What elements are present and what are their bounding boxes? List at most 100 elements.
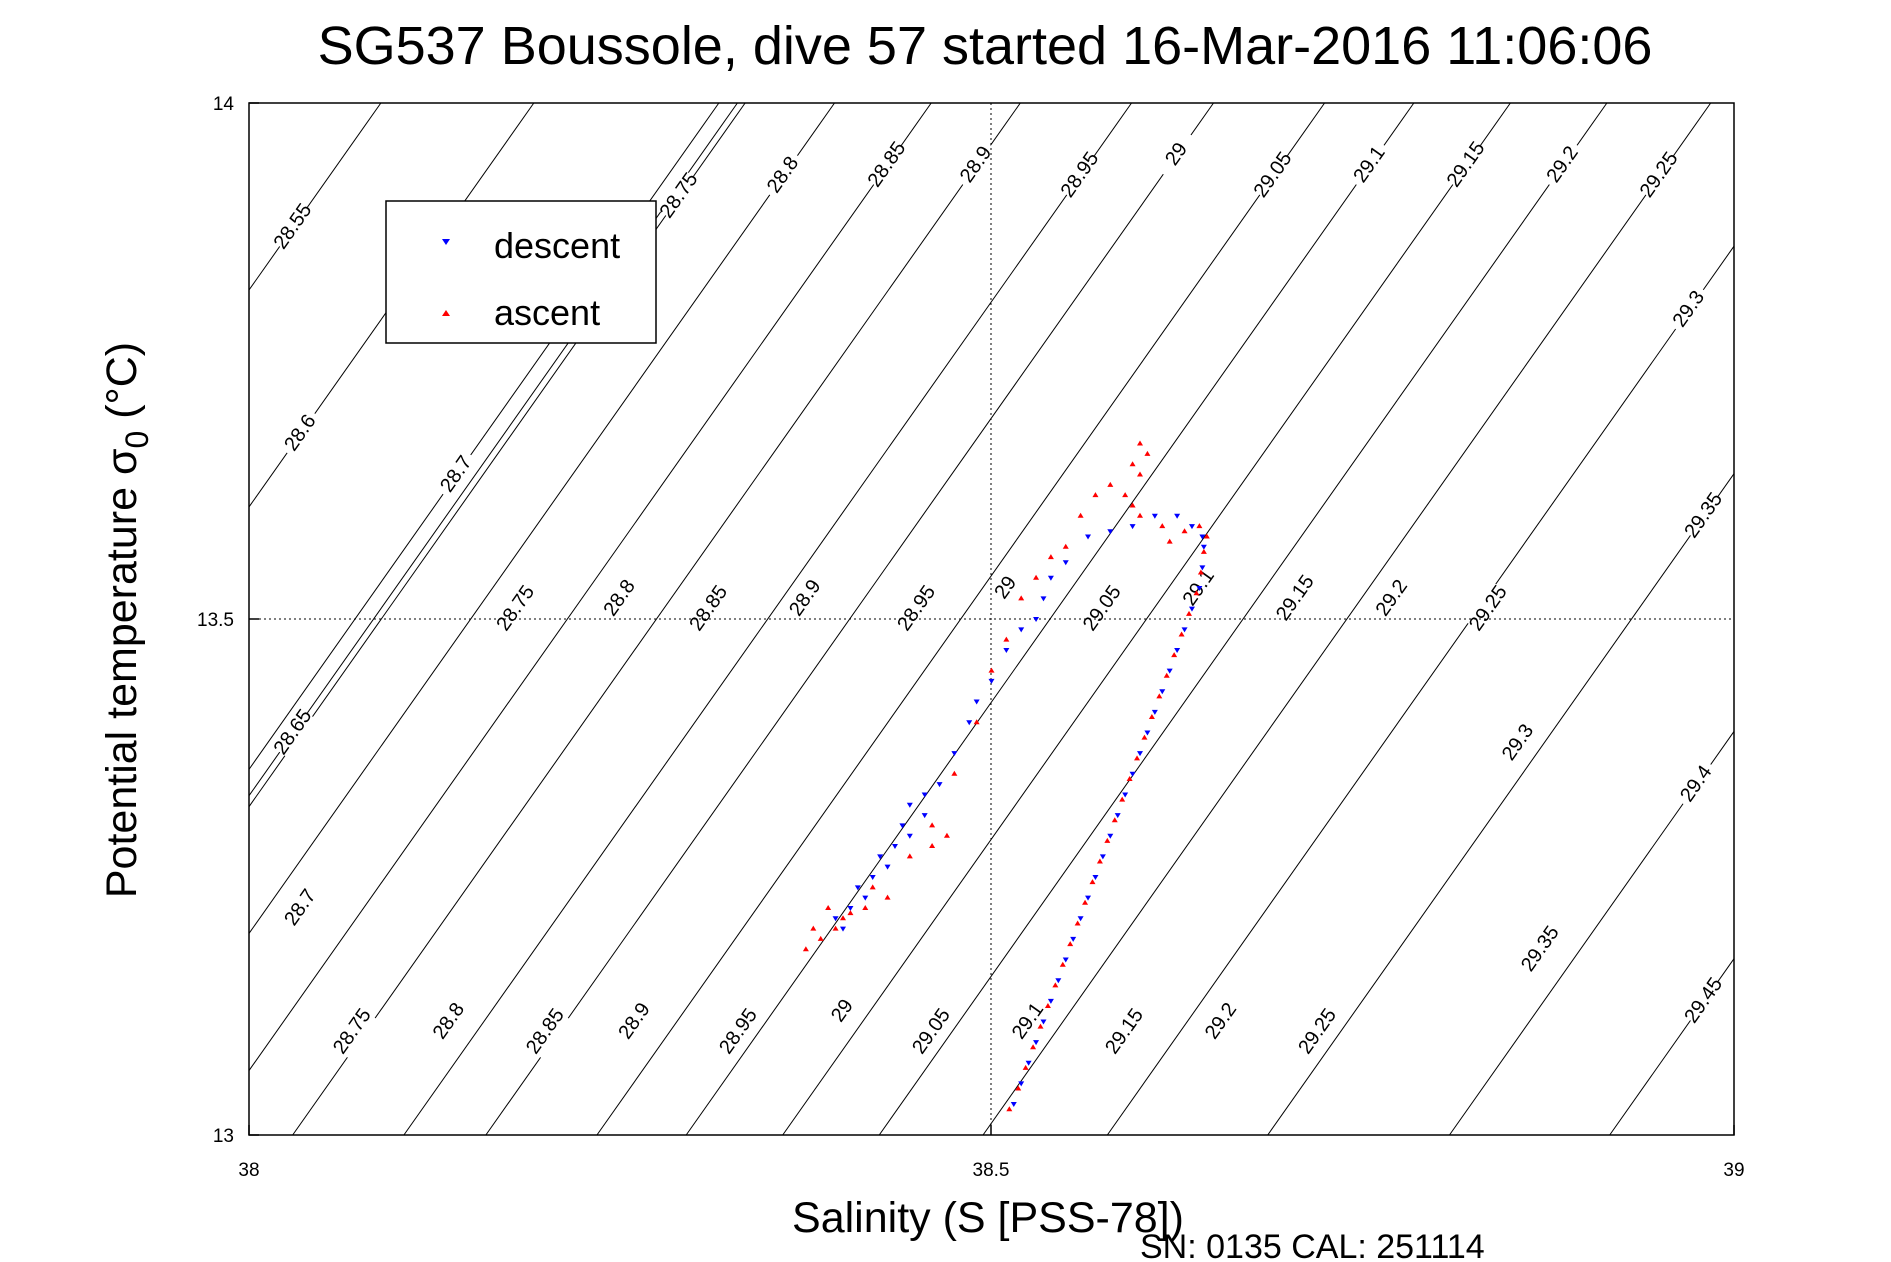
x-tick-label: 38.5 bbox=[973, 1160, 1010, 1181]
descent-point bbox=[1174, 513, 1181, 519]
contour-label-background bbox=[277, 406, 325, 460]
x-tick-label: 38 bbox=[238, 1160, 259, 1181]
descent-point bbox=[1159, 689, 1166, 695]
contour-label-background bbox=[1368, 571, 1417, 625]
ascent-point bbox=[1033, 574, 1040, 580]
ascent-point bbox=[1044, 1003, 1051, 1008]
ascent-point bbox=[1119, 796, 1126, 802]
descent-point bbox=[1092, 875, 1099, 880]
ascent-point bbox=[1107, 481, 1114, 487]
ascent-point bbox=[973, 719, 980, 725]
ascent-point bbox=[1018, 595, 1025, 601]
contour-label-background bbox=[1443, 138, 1491, 192]
contour-label-background bbox=[656, 169, 704, 223]
chart-title: SG537 Boussole, dive 57 started 16-Mar-2… bbox=[318, 16, 1653, 76]
descent-point bbox=[1070, 936, 1077, 942]
contour-label-background bbox=[1517, 922, 1565, 976]
contour-label-background bbox=[1250, 148, 1298, 202]
contour-label-background bbox=[908, 1005, 956, 1059]
ascent-point bbox=[1144, 450, 1151, 456]
ascent-point bbox=[951, 770, 958, 776]
contour-label-background bbox=[596, 571, 644, 625]
ascent-point bbox=[1193, 590, 1200, 596]
ascent-point bbox=[1047, 554, 1054, 560]
ascent-point bbox=[1006, 1106, 1013, 1112]
contour-label-background bbox=[1056, 148, 1105, 202]
descent-point bbox=[1033, 617, 1040, 622]
ascent-point bbox=[832, 925, 839, 931]
ascent-point bbox=[1196, 523, 1203, 529]
ascent-point bbox=[1137, 512, 1143, 518]
descent-point bbox=[1114, 813, 1121, 819]
descent-point bbox=[1018, 1081, 1025, 1087]
legend-label-ascent: ascent bbox=[494, 292, 600, 333]
ascent-point bbox=[1129, 502, 1136, 508]
contour-label-background bbox=[1294, 1005, 1342, 1059]
descent-point bbox=[1040, 596, 1047, 602]
contour-label-background bbox=[1680, 974, 1728, 1028]
ascent-point bbox=[1129, 461, 1136, 467]
descent-point bbox=[988, 678, 995, 684]
descent-point bbox=[884, 864, 891, 870]
sigma-contour-line bbox=[248, 102, 382, 291]
descent-point bbox=[906, 833, 913, 839]
ascent-point bbox=[1200, 548, 1207, 554]
descent-point bbox=[1107, 529, 1114, 535]
serial-calibration-label: SN: 0135 CAL: 251114 bbox=[1140, 1228, 1485, 1262]
ascent-point bbox=[1186, 610, 1193, 616]
ascent-point bbox=[884, 894, 891, 900]
ascent-point bbox=[1003, 636, 1010, 642]
grid bbox=[249, 103, 1734, 1135]
descent-point bbox=[1144, 730, 1151, 736]
descent-point bbox=[1188, 524, 1195, 530]
ascent-point bbox=[1141, 734, 1148, 740]
legend-marker-ascent bbox=[442, 310, 450, 316]
descent-point bbox=[877, 854, 884, 860]
ascent-point bbox=[847, 910, 854, 916]
contour-label-background bbox=[277, 881, 325, 935]
descent-point bbox=[1166, 668, 1173, 674]
descent-point bbox=[1199, 534, 1206, 540]
descent-point bbox=[1181, 627, 1188, 633]
descent-point bbox=[1055, 978, 1062, 984]
ascent-point bbox=[929, 843, 936, 849]
descent-point bbox=[1025, 1060, 1032, 1066]
sigma-contour-line bbox=[248, 102, 746, 807]
legend-marker-descent bbox=[442, 239, 450, 245]
contour-label-background bbox=[1673, 757, 1721, 811]
y-tick-label: 13 bbox=[213, 1126, 234, 1147]
contour-label-background bbox=[1272, 571, 1320, 625]
descent-point bbox=[1047, 998, 1054, 1004]
descent-point bbox=[1174, 647, 1181, 653]
descent-point bbox=[840, 926, 846, 932]
legend-box bbox=[385, 200, 657, 344]
contour-label-background bbox=[1680, 489, 1728, 543]
descent-point bbox=[1151, 513, 1158, 519]
contour-label-background bbox=[893, 582, 941, 636]
axis-ticks bbox=[248, 102, 1735, 1136]
ascent-point bbox=[1092, 492, 1099, 498]
contour-label-background bbox=[329, 1005, 377, 1059]
ascent-point bbox=[1074, 920, 1081, 926]
ascent-point bbox=[1089, 879, 1096, 885]
contour-label-background bbox=[782, 571, 830, 625]
ascent-point bbox=[1203, 533, 1210, 539]
descent-point bbox=[921, 813, 928, 819]
ascent-point bbox=[1104, 837, 1111, 843]
contour-label-background bbox=[1465, 582, 1513, 636]
contour-label-background bbox=[1153, 128, 1201, 182]
contour-label-background bbox=[611, 994, 659, 1049]
descent-point bbox=[832, 916, 839, 922]
descent-point bbox=[1010, 1102, 1017, 1108]
ascent-point bbox=[1134, 755, 1141, 761]
ascent-point bbox=[1181, 528, 1188, 534]
descent-point bbox=[1062, 560, 1069, 566]
ascent-point bbox=[1159, 523, 1166, 529]
y-axis-label: Potential temperature σ0 (°C) bbox=[98, 342, 155, 898]
descent-point bbox=[1062, 957, 1069, 963]
ascent-point bbox=[1015, 1085, 1022, 1091]
descent-point bbox=[906, 802, 913, 808]
descent-point bbox=[869, 875, 876, 880]
contour-label-background bbox=[1665, 282, 1714, 336]
descent-point bbox=[1077, 916, 1084, 922]
